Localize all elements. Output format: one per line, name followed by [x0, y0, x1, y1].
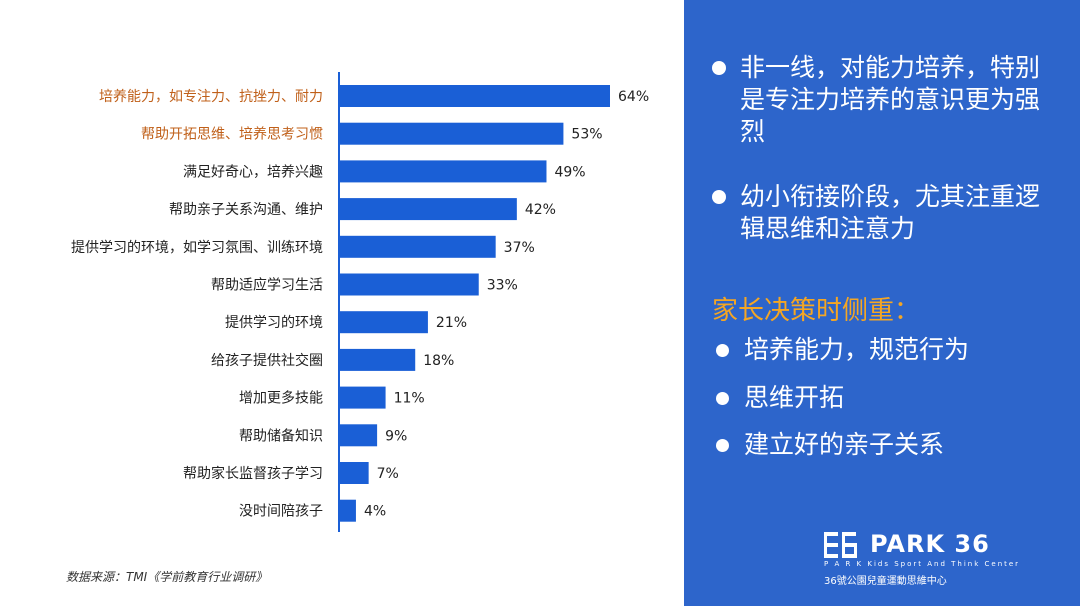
- value-label-5: 37%: [504, 240, 535, 256]
- value-label-11: 7%: [377, 466, 399, 482]
- insight-bullet-1: 非一线，对能力培养，特别是专注力培养的意识更为强烈: [710, 52, 1050, 148]
- logo-tagline: P A R K Kids Sport And Think Center: [824, 560, 1021, 568]
- value-label-4: 42%: [525, 202, 556, 218]
- bar-3: [339, 160, 547, 183]
- insight-text-2: 幼小衔接阶段，尤其注重逻辑思维和注意力: [740, 182, 1041, 243]
- bar-7: [339, 311, 428, 334]
- bar-2: [339, 122, 564, 145]
- bars-layer: 培养能力，如专注力、抗挫力、耐力 64% 帮助开拓思维、培养思考习惯 53% 满足好奇心…: [71, 85, 649, 522]
- value-label-9: 11%: [394, 391, 425, 407]
- bar-5: [339, 235, 496, 258]
- bullet-dot-icon: [716, 392, 729, 405]
- insight-bullet-2: 幼小衔接阶段，尤其注重逻辑思维和注意力: [710, 181, 1050, 245]
- category-label-3: 满足好奇心，培养兴趣: [183, 163, 323, 180]
- value-label-1: 64%: [618, 89, 649, 105]
- value-label-3: 49%: [554, 164, 585, 180]
- value-label-8: 18%: [423, 353, 454, 369]
- category-label-10: 帮助储备知识: [239, 427, 323, 444]
- focus-item-2: 思维开拓: [714, 382, 844, 414]
- bar-6: [339, 273, 479, 296]
- value-label-7: 21%: [436, 315, 467, 331]
- category-label-8: 给孩子提供社交圈: [211, 352, 323, 369]
- focus-item-text-2: 思维开拓: [744, 383, 845, 412]
- category-label-12: 没时间陪孩子: [239, 504, 323, 520]
- focus-item-1: 培养能力，规范行为: [714, 334, 969, 366]
- focus-item-3: 建立好的亲子关系: [714, 429, 944, 461]
- bar-4: [339, 198, 517, 221]
- park36-logo-mark-icon: [824, 532, 857, 558]
- bar-8: [339, 348, 416, 371]
- insight-panel: 非一线，对能力培养，特别是专注力培养的意识更为强烈 幼小衔接阶段，尤其注重逻辑思…: [684, 0, 1080, 606]
- logo-name: PARK 36: [870, 530, 990, 558]
- bar-9: [339, 386, 386, 409]
- bar-1: [339, 85, 610, 107]
- insight-text-1: 非一线，对能力培养，特别是专注力培养的意识更为强烈: [740, 53, 1041, 146]
- bar-10: [339, 424, 378, 447]
- bullet-dot-icon: [716, 344, 729, 357]
- park36-logo: PARK 36 P A R K Kids Sport And Think Cen…: [824, 530, 1021, 590]
- category-label-4: 帮助亲子关系沟通、维护: [169, 202, 323, 218]
- focus-item-text-3: 建立好的亲子关系: [744, 430, 945, 459]
- focus-item-text-1: 培养能力，规范行为: [744, 335, 970, 364]
- category-label-1: 培养能力，如专注力、抗挫力、耐力: [99, 89, 323, 105]
- category-label-6: 帮助适应学习生活: [211, 277, 323, 294]
- logo-chinese: 36號公園兒童運動思維中心: [824, 576, 947, 587]
- focus-title: 家长决策时侧重：: [712, 296, 921, 326]
- bullet-dot-icon: [712, 190, 726, 204]
- category-label-9: 增加更多技能: [239, 390, 323, 407]
- category-label-5: 提供学习的环境，如学习氛围、训练环境: [71, 240, 323, 256]
- value-label-10: 9%: [385, 428, 407, 444]
- category-label-11: 帮助家长监督孩子学习: [183, 465, 323, 482]
- bar-12: [339, 499, 356, 522]
- bar-11: [339, 462, 369, 484]
- value-label-12: 4%: [364, 504, 386, 520]
- category-label-7: 提供学习的环境: [225, 315, 323, 331]
- bullet-dot-icon: [712, 61, 726, 75]
- category-label-2: 帮助开拓思维、培养思考习惯: [141, 126, 323, 143]
- bullet-dot-icon: [716, 439, 729, 452]
- bar-chart: 培养能力，如专注力、抗挫力、耐力 64% 帮助开拓思维、培养思考习惯 53% 满足好奇心…: [71, 72, 649, 532]
- source-note: 数据来源：TMI《学前教育行业调研》: [66, 570, 268, 584]
- value-label-6: 33%: [487, 278, 518, 294]
- value-label-2: 53%: [571, 127, 602, 143]
